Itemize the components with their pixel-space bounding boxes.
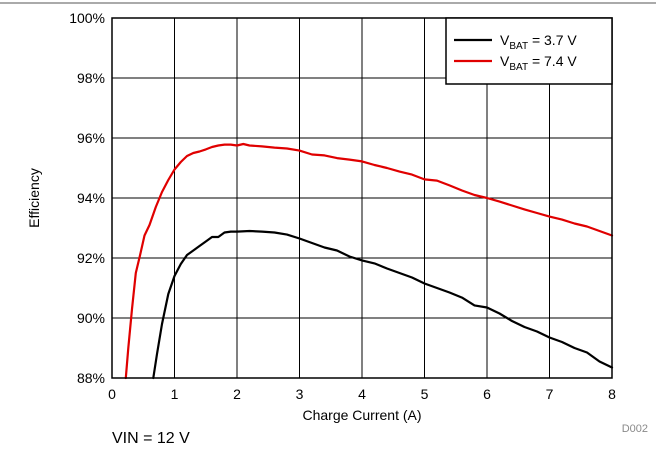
series-line-2: [124, 142, 614, 380]
x-tick-label: 6: [483, 386, 491, 402]
legend-label-2: VBAT = 7.4 V: [500, 53, 577, 73]
x-tick-label: 2: [233, 386, 241, 402]
x-tick-label: 3: [296, 386, 304, 402]
y-tick-label: 90%: [77, 310, 105, 326]
x-tick-label: 4: [358, 386, 366, 402]
y-tick-label: 96%: [77, 130, 105, 146]
x-tick-label: 8: [608, 386, 616, 402]
series-layer: [124, 142, 614, 380]
x-tick-label: 1: [171, 386, 179, 402]
y-tick-label: 94%: [77, 190, 105, 206]
legend-label-1: VBAT = 3.7 V: [500, 32, 577, 52]
y-tick-labels: 88% 90% 92% 94% 96% 98% 100%: [69, 10, 105, 386]
test-condition-note: VIN = 12 V: [112, 430, 190, 447]
x-tick-label: 5: [421, 386, 429, 402]
y-tick-label: 100%: [69, 10, 105, 26]
x-tick-label: 0: [108, 386, 116, 402]
legend-box: [445, 17, 613, 85]
y-tick-label: 98%: [77, 70, 105, 86]
source-id-label: D002: [622, 423, 648, 435]
x-axis-title: Charge Current (A): [302, 407, 421, 423]
y-tick-label: 88%: [77, 370, 105, 386]
series-line-1: [152, 229, 614, 380]
y-axis-title: Efficiency: [26, 168, 42, 228]
x-tick-label: 7: [546, 386, 554, 402]
plot-frame: [111, 17, 613, 379]
x-tick-labels: 0 1 2 3 4 5 6 7 8: [108, 386, 616, 402]
y-tick-label: 92%: [77, 250, 105, 266]
